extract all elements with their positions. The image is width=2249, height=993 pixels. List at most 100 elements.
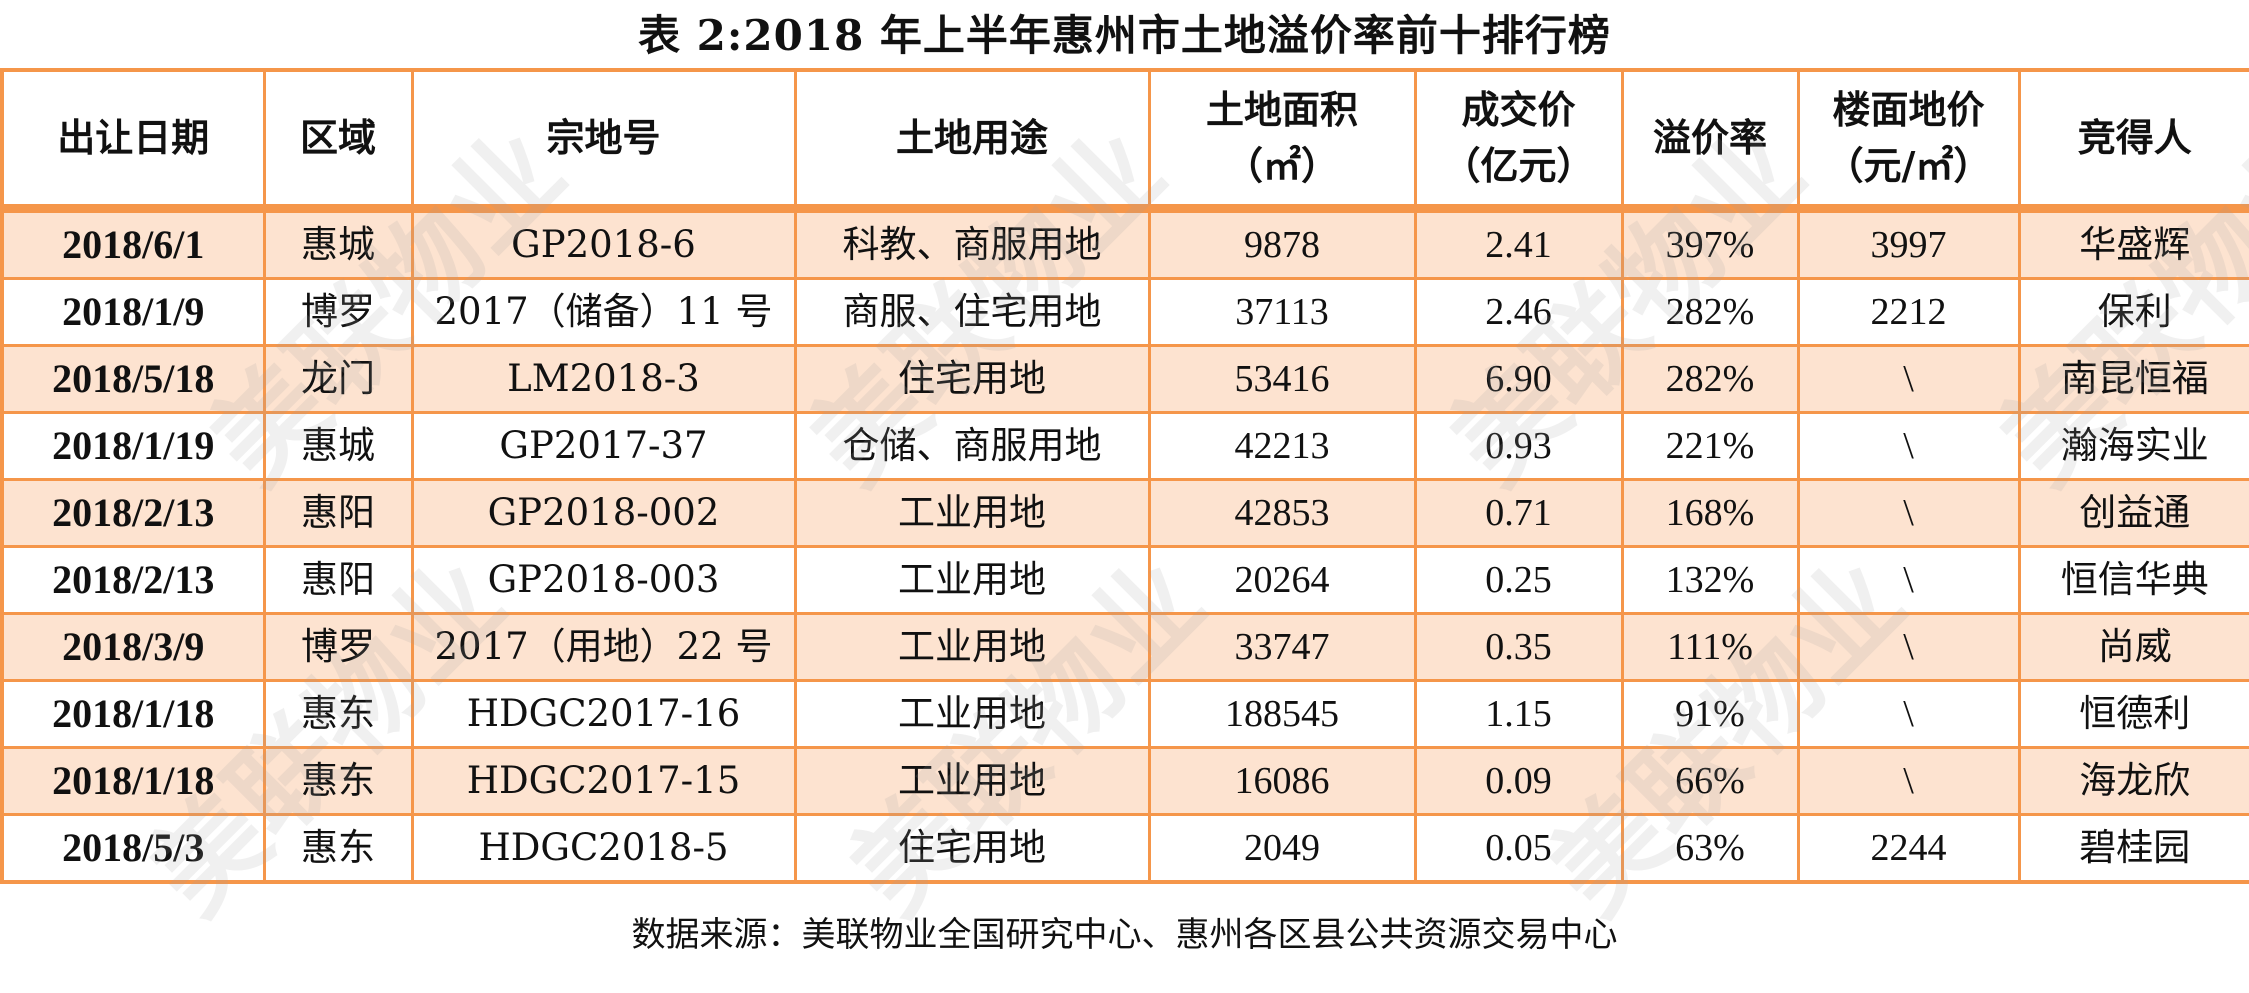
- cell-date: 2018/3/9: [0, 612, 266, 682]
- cell-parcel: HDGC2017-16: [410, 679, 797, 749]
- cell-floor-price: \: [1796, 679, 2021, 749]
- cell-district: 惠东: [262, 746, 414, 816]
- cell-price: 0.05: [1413, 813, 1624, 884]
- cell-area: 33747: [1147, 612, 1417, 682]
- cell-premium: 91%: [1620, 679, 1800, 749]
- cell-district: 惠城: [262, 207, 414, 280]
- cell-parcel: 2017（用地）22 号: [410, 612, 797, 682]
- cell-date: 2018/5/3: [0, 813, 266, 884]
- cell-use: 工业用地: [793, 545, 1151, 615]
- cell-price: 0.35: [1413, 612, 1624, 682]
- data-source-note: 数据来源：美联物业全国研究中心、惠州各区县公共资源交易中心: [631, 915, 1618, 955]
- cell-area: 37113: [1147, 277, 1417, 347]
- cell-premium: 397%: [1620, 207, 1800, 280]
- cell-winner: 恒德利: [2017, 679, 2249, 749]
- cell-district: 龙门: [262, 344, 414, 414]
- cell-use: 仓储、商服用地: [793, 411, 1151, 481]
- table-row: 2018/3/9 博罗 2017（用地）22 号工业用地 33747 0.35 111% \…: [0, 612, 2249, 682]
- table-row: 2018/5/18 龙门 LM2018-3 住宅用地 53416 6.90 282% \ 南昆恒…: [0, 344, 2249, 414]
- header-winner: 竞得人: [2017, 68, 2249, 213]
- cell-area: 9878: [1147, 207, 1417, 280]
- cell-price: 1.15: [1413, 679, 1624, 749]
- cell-premium: 63%: [1620, 813, 1800, 884]
- cell-district: 惠城: [262, 411, 414, 481]
- table-row: 2018/2/13 惠阳 GP2018-002 工业用地 42853 0.71 168% \ 创…: [0, 478, 2249, 548]
- cell-premium: 282%: [1620, 344, 1800, 414]
- cell-floor-price: \: [1796, 478, 2021, 548]
- table-row: 2018/5/3 惠东 HDGC2018-5 住宅用地 2049 0.05 63% 2244 碧…: [0, 813, 2249, 884]
- header-area: 土地面积 （㎡）: [1147, 68, 1417, 213]
- cell-use: 工业用地: [793, 679, 1151, 749]
- cell-price: 0.25: [1413, 545, 1624, 615]
- cell-parcel: 2017（储备）11 号: [410, 277, 797, 347]
- header-premium: 溢价率: [1620, 68, 1800, 213]
- cell-price: 2.46: [1413, 277, 1624, 347]
- cell-parcel: GP2018-002: [410, 478, 797, 548]
- cell-use: 住宅用地: [793, 344, 1151, 414]
- table-row: 2018/6/1 惠城 GP2018-6 科教、商服用地 9878 2.41 397% 399…: [0, 207, 2249, 280]
- table-row: 2018/1/19 惠城 GP2017-37 仓储、商服用地 42213 0.93 221%…: [0, 411, 2249, 481]
- cell-use: 科教、商服用地: [793, 207, 1151, 280]
- cell-winner: 华盛辉: [2017, 207, 2249, 280]
- cell-parcel: HDGC2018-5: [410, 813, 797, 884]
- cell-premium: 66%: [1620, 746, 1800, 816]
- cell-winner: 南昆恒福: [2017, 344, 2249, 414]
- cell-price: 0.09: [1413, 746, 1624, 816]
- cell-date: 2018/1/9: [0, 277, 266, 347]
- cell-use: 住宅用地: [793, 813, 1151, 884]
- cell-area: 42213: [1147, 411, 1417, 481]
- header-date: 出让日期: [0, 68, 266, 213]
- cell-area: 20264: [1147, 545, 1417, 615]
- cell-date: 2018/6/1: [0, 207, 266, 280]
- cell-area: 42853: [1147, 478, 1417, 548]
- table-row: 2018/2/13 惠阳 GP2018-003 工业用地 20264 0.25 132% \ 恒…: [0, 545, 2249, 615]
- cell-winner: 尚威: [2017, 612, 2249, 682]
- cell-parcel: HDGC2017-15: [410, 746, 797, 816]
- cell-use: 工业用地: [793, 478, 1151, 548]
- cell-date: 2018/1/18: [0, 746, 266, 816]
- cell-date: 2018/1/18: [0, 679, 266, 749]
- cell-premium: 168%: [1620, 478, 1800, 548]
- cell-floor-price: \: [1796, 411, 2021, 481]
- cell-district: 惠阳: [262, 478, 414, 548]
- header-price: 成交价 （亿元）: [1413, 68, 1624, 213]
- cell-price: 6.90: [1413, 344, 1624, 414]
- cell-date: 2018/5/18: [0, 344, 266, 414]
- table-row: 2018/1/9 博罗 2017（储备）11 号商服、住宅用地 37113 2.46 28…: [0, 277, 2249, 347]
- cell-area: 188545: [1147, 679, 1417, 749]
- cell-district: 博罗: [262, 612, 414, 682]
- header-district: 区域: [262, 68, 414, 213]
- header-floor-price: 楼面地价 （元/㎡）: [1796, 68, 2021, 213]
- cell-use: 商服、住宅用地: [793, 277, 1151, 347]
- cell-price: 0.93: [1413, 411, 1624, 481]
- cell-winner: 海龙欣: [2017, 746, 2249, 816]
- header-row: 出让日期 区域 宗地号 土地用途 土地面积 （㎡） 成交价 （亿元） 溢价率 楼面地…: [0, 68, 2249, 213]
- cell-floor-price: \: [1796, 344, 2021, 414]
- cell-floor-price: \: [1796, 545, 2021, 615]
- cell-use: 工业用地: [793, 746, 1151, 816]
- header-use: 土地用途: [793, 68, 1151, 213]
- cell-floor-price: \: [1796, 746, 2021, 816]
- cell-area: 16086: [1147, 746, 1417, 816]
- cell-floor-price: \: [1796, 612, 2021, 682]
- cell-floor-price: 2244: [1796, 813, 2021, 884]
- cell-date: 2018/2/13: [0, 545, 266, 615]
- header-parcel: 宗地号: [410, 68, 797, 213]
- cell-winner: 瀚海实业: [2017, 411, 2249, 481]
- cell-area: 2049: [1147, 813, 1417, 884]
- table-row: 2018/1/18 惠东 HDGC2017-15 工业用地 16086 0.09 66% \ 海…: [0, 746, 2249, 816]
- cell-district: 惠阳: [262, 545, 414, 615]
- cell-premium: 132%: [1620, 545, 1800, 615]
- cell-parcel: LM2018-3: [410, 344, 797, 414]
- cell-parcel: GP2018-003: [410, 545, 797, 615]
- cell-winner: 创益通: [2017, 478, 2249, 548]
- cell-premium: 282%: [1620, 277, 1800, 347]
- cell-district: 惠东: [262, 679, 414, 749]
- cell-premium: 221%: [1620, 411, 1800, 481]
- cell-floor-price: 2212: [1796, 277, 2021, 347]
- table-title: 表 2:2018 年上半年惠州市土地溢价率前十排行榜: [638, 11, 1611, 60]
- cell-parcel: GP2018-6: [410, 207, 797, 280]
- cell-area: 53416: [1147, 344, 1417, 414]
- cell-winner: 保利: [2017, 277, 2249, 347]
- table-row: 2018/1/18 惠东 HDGC2017-16 工业用地 188545 1.15 91% \…: [0, 679, 2249, 749]
